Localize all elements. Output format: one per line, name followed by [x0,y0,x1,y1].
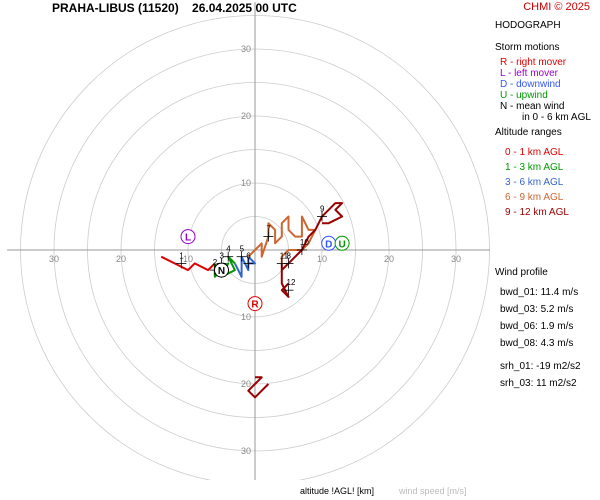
altitude-mark-label: 8 [287,251,292,260]
altitude-mark-label: 4 [226,245,231,254]
x-tick-label: 10 [317,254,327,264]
hodograph-series-3 [234,255,256,278]
y-tick-label: 20 [241,111,251,121]
y-tick-label: 30 [241,446,251,456]
altitude-mark-label: 9 [320,205,325,214]
wind-profile-item: bwd_08: 4.3 m/s [500,338,574,349]
hodograph-series-1 [160,255,216,272]
chart-title: PRAHA-LIBUS (11520) 26.04.2025 00 UTC [52,1,297,15]
storm-motion-item: U - upwind [500,90,548,101]
storm-marker-label: L [185,233,191,244]
y-tick-label: 10 [241,178,251,188]
speed-axis-label: wind speed [m/s] [399,486,467,496]
altitude-range-item: 6 - 9 km AGL [505,192,564,203]
storm-motion-markers: R L D U N [180,229,350,312]
wind-profile-item: bwd_01: 11.4 m/s [500,287,579,298]
storm-motion-item: in 0 - 6 km AGL [522,112,591,123]
storm-marker-label: N [218,266,225,277]
tick-labels: 10 10 10 10 20 20 20 20 30 30 30 30 [49,44,461,456]
wind-profile-item: srh_03: 11 m2/s2 [500,378,577,389]
hodograph-series-7 [247,376,270,399]
storm-motions-heading: Storm motions [495,42,560,53]
altitude-range-item: 1 - 3 km AGL [505,162,564,173]
wind-profile-heading: Wind profile [495,267,548,278]
storm-marker-circle [247,296,263,312]
altitude-mark-label: 3 [220,251,225,260]
y-tick-label: 20 [241,379,251,389]
altitude-range-item: 3 - 6 km AGL [505,177,564,188]
panel-title: HODOGRAPH [495,20,561,31]
storm-motion-item: N - mean wind [500,101,565,112]
wind-profile-item: srh_01: -19 m2/s2 [500,361,581,372]
altitude-range-item: 0 - 1 km AGL [505,147,564,158]
storm-marker-circle [180,229,196,245]
storm-marker-label: R [251,300,259,311]
storm-marker-circle [214,262,229,278]
x-tick-label: 30 [451,254,461,264]
y-tick-label: 30 [241,44,251,54]
x-tick-label: 30 [49,254,59,264]
wind-profile-item: bwd_03: 5.2 m/s [500,304,574,315]
x-tick-label: 10 [183,254,193,264]
altitude-range-item: 9 - 12 km AGL [505,207,569,218]
y-tick-label: 10 [241,312,251,322]
axes [7,2,490,480]
storm-marker-label: U [338,239,345,250]
hodograph-series-6 [280,270,290,298]
date-time: 26.04.2025 00 UTC [192,1,297,15]
credit-label: CHMI © 2025 [523,1,590,13]
x-tick-label: 20 [384,254,394,264]
storm-motion-item: L - left mover [500,68,558,79]
storm-marker-circle [334,235,350,251]
altitude-mark-label: 1 [179,251,184,260]
storm-motion-item: D - downwind [500,79,561,90]
altitude-mark-label: 6 [246,251,251,260]
altitude-ranges-heading: Altitude ranges [495,127,562,138]
hodograph-series-4 [247,215,317,264]
x-tick-label: 20 [116,254,126,264]
altitude-mark-label: 10 [300,238,309,247]
wind-profile-item: bwd_06: 1.9 m/s [500,321,574,332]
altitude-axis-label: altitude !AGL! [km] [300,486,375,496]
altitude-mark-label: 2 [213,258,218,267]
altitude-mark-label: 5 [240,245,245,254]
station-name: PRAHA-LIBUS (11520) [52,1,179,15]
altitude-mark-label: 7 [266,225,271,234]
altitude-mark-label: 11 [280,251,289,260]
storm-marker-label: D [325,239,332,250]
storm-motion-item: R - right mover [500,57,567,68]
altitude-mark-label: 12 [287,278,296,287]
